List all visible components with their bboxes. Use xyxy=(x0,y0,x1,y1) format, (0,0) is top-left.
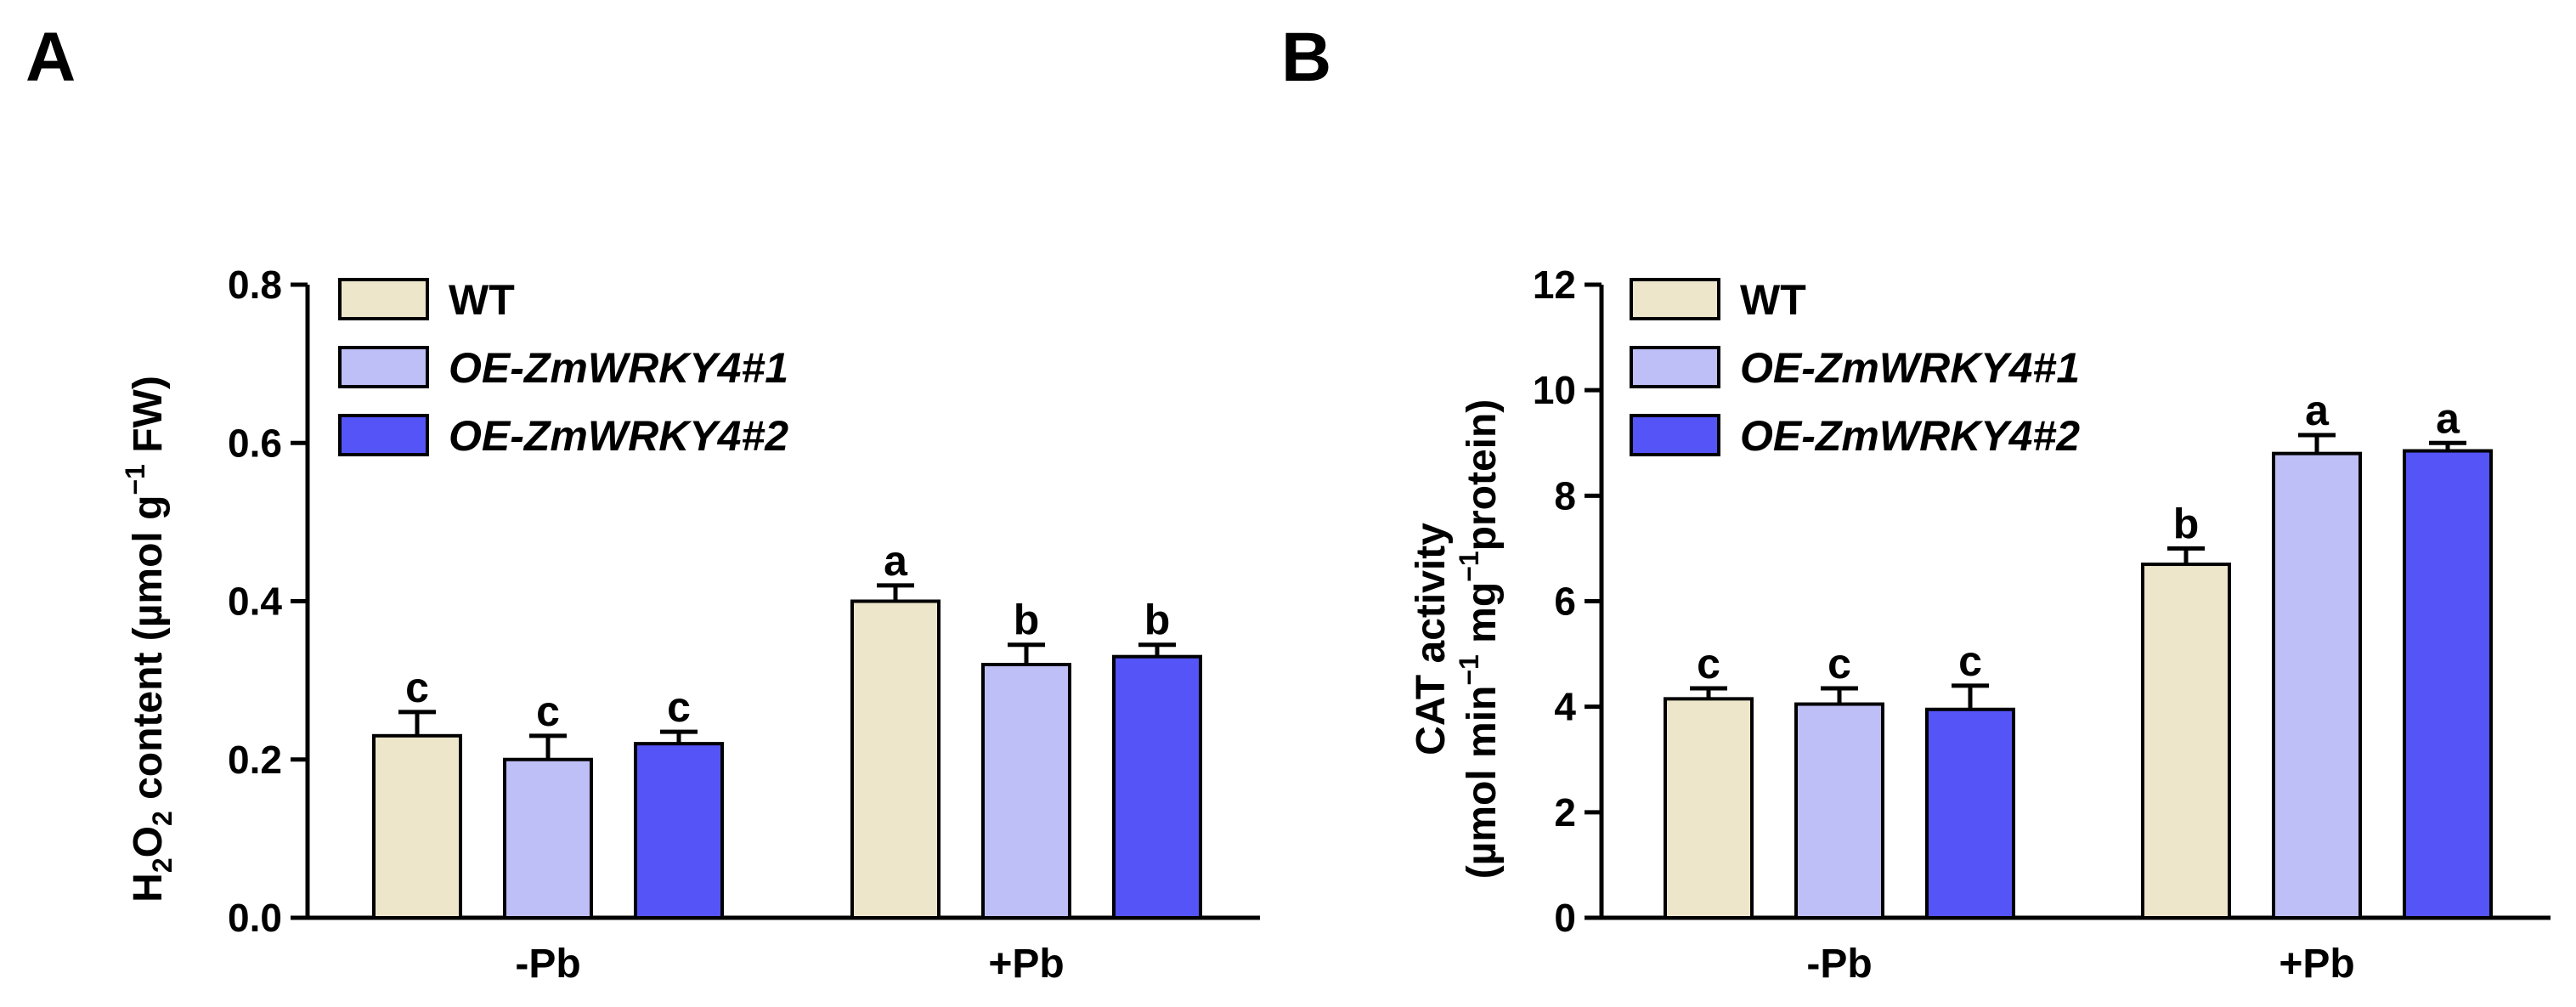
legend-swatch-3 xyxy=(1630,414,1720,456)
y-tick-label-b: 4 xyxy=(1554,685,1576,729)
bar-a-1-2 xyxy=(503,757,593,919)
bar-a-1-1 xyxy=(372,733,462,919)
legend-swatch-3 xyxy=(338,414,429,456)
bars-b: c c c b a a xyxy=(1664,387,2493,920)
bar-a-2-3 xyxy=(1112,654,1202,919)
y-tick-label-a: 0.8 xyxy=(228,263,282,307)
y-tick-label-a: 0.6 xyxy=(228,421,282,465)
panel-letter-a: A xyxy=(25,19,76,96)
legend-b: WT OE-ZmWRKY4#1 OE-ZmWRKY4#2 xyxy=(1630,276,2080,460)
significance-letter: c xyxy=(1958,637,1982,685)
significance-letter: a xyxy=(2305,387,2330,434)
legend-label-2: OE-ZmWRKY4#1 xyxy=(1740,344,2080,392)
legend-swatch-1 xyxy=(338,278,429,320)
significance-letter: c xyxy=(1697,640,1720,687)
y-axis-title-b: CAT activity (µmol min−1 mg−1protein) xyxy=(1409,399,1505,880)
bar-b-2-2 xyxy=(2272,451,2362,919)
legend-label-3: OE-ZmWRKY4#2 xyxy=(1740,412,2080,460)
y-axis-title-a: H2O2 content (µmol g−1 FW) xyxy=(120,376,178,902)
y-tick-label-b: 12 xyxy=(1533,263,1576,307)
y-tick-label-a: 0.0 xyxy=(228,896,282,940)
bar-a-2-1 xyxy=(850,599,941,919)
y-tick-label-a: 0.2 xyxy=(228,738,282,782)
legend-label-1: WT xyxy=(449,276,515,324)
x-category-label-a: +Pb xyxy=(988,942,1064,987)
legend-label-1: WT xyxy=(1740,276,1806,324)
bar-a-1-3 xyxy=(634,742,724,919)
legend-label-2: OE-ZmWRKY4#1 xyxy=(449,344,788,392)
y-tick-label-b: 2 xyxy=(1554,790,1576,834)
significance-letter: a xyxy=(884,537,908,585)
y-tick-label-b: 10 xyxy=(1533,368,1576,412)
significance-letter: b xyxy=(1144,597,1171,644)
y-tick-label-b: 0 xyxy=(1554,896,1576,940)
significance-letter: b xyxy=(1014,597,1040,644)
axes-a: 0.0 0.2 0.4 0.6 0.8 -Pb +Pb xyxy=(228,263,1260,987)
legend-swatch-2 xyxy=(1630,346,1720,388)
significance-letter: b xyxy=(2173,500,2200,547)
significance-letter: a xyxy=(2436,394,2460,442)
legend-swatch-2 xyxy=(338,346,429,388)
x-category-label-b: -Pb xyxy=(1806,942,1872,987)
y-tick-label-a: 0.4 xyxy=(228,580,282,624)
bar-b-1-3 xyxy=(1925,707,2015,919)
axes-b: 0 2 4 6 8 10 12 -Pb +Pb xyxy=(1533,263,2551,987)
significance-letter: c xyxy=(667,683,691,731)
chart-panel-a: H2O2 content (µmol g−1 FW) 0.00.20.40.60… xyxy=(120,263,1260,987)
legend-swatch-1 xyxy=(1630,278,1720,320)
panel-letter-b: B xyxy=(1281,19,1331,96)
legend-label-3: OE-ZmWRKY4#2 xyxy=(449,412,788,460)
x-category-label-b: +Pb xyxy=(2279,942,2354,987)
bar-b-1-2 xyxy=(1794,702,1884,919)
svg-text:H2O2 content (µmol g−1 FW): H2O2 content (µmol g−1 FW) xyxy=(120,376,178,902)
chart-panel-b: CAT activity (µmol min−1 mg−1protein) 0 2… xyxy=(1409,263,2551,987)
bar-b-2-1 xyxy=(2141,563,2231,920)
significance-letter: c xyxy=(1827,640,1851,687)
x-category-label-a: -Pb xyxy=(515,942,580,987)
bars-a: c c c a b b xyxy=(372,537,1202,919)
bar-b-2-3 xyxy=(2403,449,2493,919)
legend-a: WT OE-ZmWRKY4#1 OE-ZmWRKY4#2 xyxy=(338,276,788,460)
y-axis-title-b-line1: CAT activity xyxy=(1409,523,1454,755)
significance-letter: c xyxy=(405,664,429,711)
y-axis-title-b-line2: (µmol min−1 mg−1protein) xyxy=(1454,399,1505,880)
y-tick-label-b: 6 xyxy=(1554,580,1576,624)
bar-a-2-2 xyxy=(981,663,1071,919)
y-tick-label-b: 8 xyxy=(1554,473,1576,518)
bar-b-1-1 xyxy=(1664,697,1754,920)
significance-letter: c xyxy=(536,687,560,735)
